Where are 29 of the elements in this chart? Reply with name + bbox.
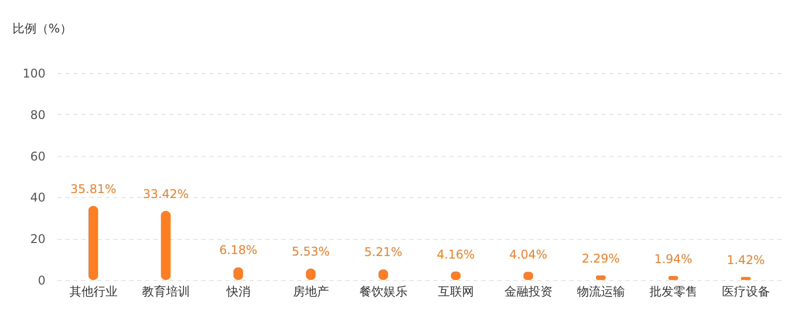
- data-label: 5.21%: [364, 245, 402, 260]
- bar: [88, 206, 98, 280]
- x-tick-label: 金融投资: [504, 284, 552, 298]
- x-tick-label: 快消: [225, 284, 250, 298]
- y-tick-label: 0: [38, 274, 46, 288]
- data-label: 35.81%: [70, 182, 116, 196]
- x-tick-label: 物流运输: [576, 284, 625, 298]
- x-tick-label: 其他行业: [69, 284, 118, 298]
- data-label: 4.04%: [509, 248, 548, 262]
- bar: [160, 210, 171, 280]
- data-label: 33.42%: [142, 186, 189, 201]
- y-tick-label: 80: [30, 108, 46, 122]
- data-label: 4.16%: [436, 247, 475, 262]
- data-label: 6.18%: [219, 243, 258, 258]
- y-tick-label: 60: [30, 149, 46, 164]
- data-label: 2.29%: [582, 251, 620, 266]
- x-tick-label: 房地产: [292, 284, 329, 298]
- y-tick-label: 40: [30, 190, 46, 205]
- x-tick-label: 餐饮娱乐: [359, 284, 408, 298]
- data-label: 1.42%: [726, 253, 765, 268]
- x-tick-label: 互联网: [438, 284, 474, 298]
- x-tick-label: 批发零售: [649, 284, 698, 298]
- y-tick-label: 20: [30, 232, 46, 246]
- data-label: 5.53%: [292, 244, 330, 259]
- data-label: 1.94%: [654, 252, 692, 266]
- y-axis-title: 比例（%）: [12, 22, 72, 36]
- x-tick-label: 教育培训: [142, 284, 190, 298]
- y-tick-label: 100: [22, 66, 46, 80]
- x-tick-label: 医疗设备: [722, 284, 770, 298]
